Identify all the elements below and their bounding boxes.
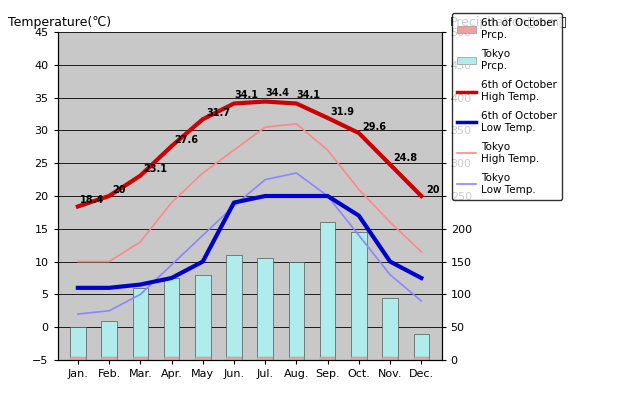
Text: 34.1: 34.1: [296, 90, 321, 100]
Bar: [195, 275, 211, 360]
Bar: [257, 357, 273, 360]
Text: 31.9: 31.9: [331, 107, 355, 117]
Bar: [382, 357, 398, 360]
Bar: [70, 327, 86, 360]
Text: 20: 20: [426, 185, 440, 195]
Bar: [70, 357, 86, 360]
Bar: [164, 357, 179, 360]
Bar: [132, 357, 148, 360]
Bar: [132, 288, 148, 360]
Text: Precipitation（mm）: Precipitation（mm）: [449, 16, 567, 29]
Text: 27.6: 27.6: [175, 135, 198, 145]
Bar: [413, 357, 429, 360]
Bar: [226, 255, 242, 360]
Bar: [351, 232, 367, 360]
Bar: [289, 262, 304, 360]
Bar: [257, 258, 273, 360]
Text: 20: 20: [112, 185, 125, 195]
Bar: [320, 357, 335, 360]
Text: 31.7: 31.7: [206, 108, 230, 118]
Text: 34.4: 34.4: [265, 88, 289, 98]
Bar: [226, 357, 242, 360]
Bar: [195, 357, 211, 360]
Bar: [289, 357, 304, 360]
Bar: [351, 357, 367, 360]
Legend: 6th of October
Prcp., Tokyo
Prcp., 6th of October
High Temp., 6th of October
Low: 6th of October Prcp., Tokyo Prcp., 6th o…: [452, 13, 562, 200]
Text: 29.6: 29.6: [362, 122, 386, 132]
Bar: [382, 298, 398, 360]
Text: 23.1: 23.1: [143, 164, 168, 174]
Text: Temperature(℃): Temperature(℃): [8, 16, 111, 29]
Bar: [320, 222, 335, 360]
Text: 18.4: 18.4: [79, 195, 104, 205]
Text: 24.8: 24.8: [393, 153, 417, 163]
Bar: [101, 321, 117, 360]
Text: 34.1: 34.1: [234, 90, 258, 100]
Bar: [413, 334, 429, 360]
Bar: [164, 278, 179, 360]
Bar: [101, 357, 117, 360]
